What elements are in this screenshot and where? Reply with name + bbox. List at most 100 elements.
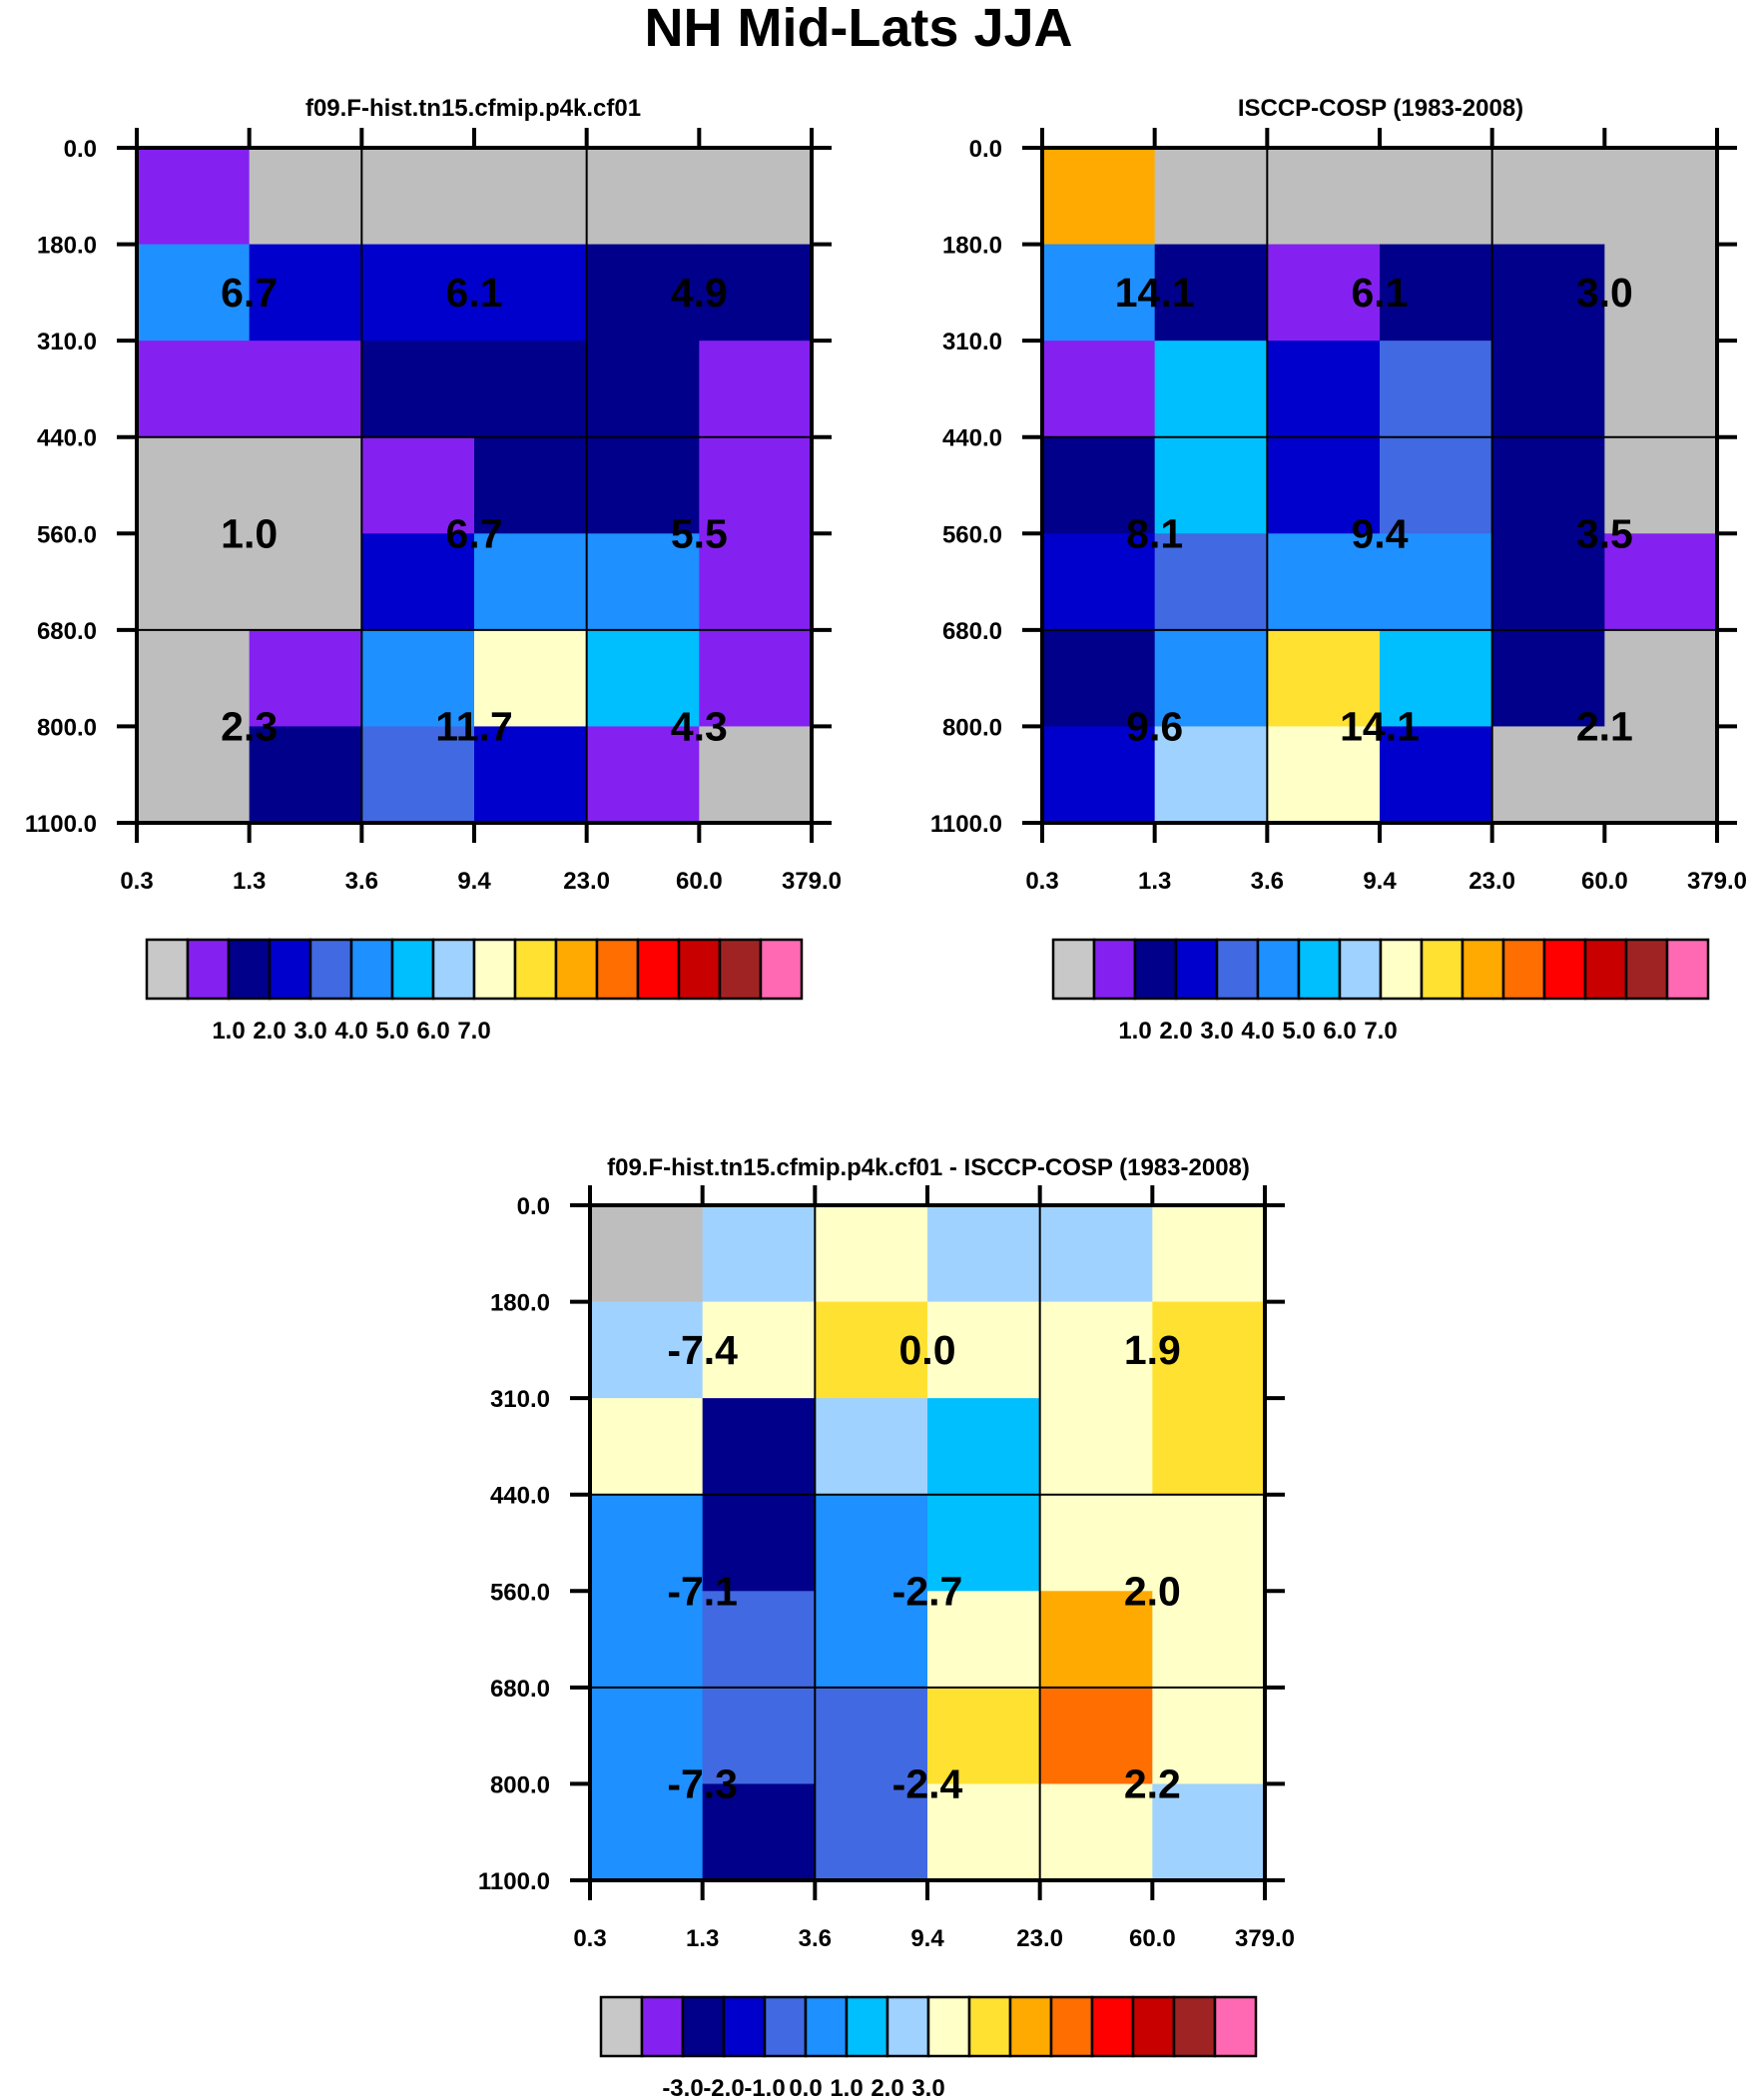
colorbar-label: 2.0 [253,1018,286,1045]
heatmap-cell [474,629,588,728]
heatmap-cell [249,629,362,728]
x-tick-label: 379.0 [1235,1925,1295,1952]
value-label: 0.0 [899,1327,956,1373]
colorbar-box [763,1995,808,2058]
heatmap-cell [1154,148,1268,246]
y-tick-label: 310.0 [490,1386,550,1413]
x-tick-label: 1.3 [1138,868,1171,895]
heatmap-cell [815,1205,928,1303]
heatmap-cell [1154,533,1268,631]
colorbar-box [1256,938,1301,1001]
y-tick-label: 560.0 [490,1579,550,1606]
y-tick-label: 680.0 [942,618,1002,645]
colorbar-box [1297,938,1342,1001]
colorbar-label: 2.0 [871,2075,903,2100]
panel-1: 0.3 1.3 3.6 9.4 23.0 60.0 379.0 0.0 180.0 310.0 44… [25,128,842,1045]
colorbar-box [349,938,394,1001]
heatmap-cell [702,1301,816,1399]
heatmap-cell [1152,1783,1266,1881]
colorbar-box [308,938,353,1001]
x-tick-label: 9.4 [1363,868,1397,895]
colorbar-label: 0.0 [789,2075,822,2100]
heatmap-cell [1380,341,1493,438]
y-tick-label: 680.0 [490,1676,550,1703]
heatmap-cell [699,533,813,631]
heatmap-cell [699,726,813,824]
y-tick-label: 440.0 [37,425,97,452]
heatmap-cell [702,1205,816,1303]
colorbar-label: 4.0 [334,1018,367,1045]
panel-2: 0.3 1.3 3.6 9.4 23.0 60.0 379.0 0.0 180.0 310.0 44… [930,128,1747,1045]
colorbar-box [681,1995,726,2058]
colorbar-box [1174,938,1219,1001]
colorbar-box [1008,1995,1053,2058]
colorbar-label: 6.0 [1323,1018,1356,1045]
heatmap-cell [249,533,362,631]
heatmap-cell [1491,341,1605,438]
colorbar-box [926,1995,971,2058]
heatmap-cell [137,533,251,631]
colorbar-box [1092,938,1137,1001]
colorbar-box [554,938,599,1001]
colorbar-label: 2.0 [1159,1018,1192,1045]
x-tick-label: 379.0 [1687,868,1747,895]
heatmap-cell [137,341,251,438]
heatmap-cell [927,1687,1041,1785]
heatmap-cell [1042,244,1156,342]
colorbar-box [1172,1995,1217,2058]
heatmap-cell [1267,533,1381,631]
colorbar-box [1461,938,1505,1001]
heatmap-cell [1491,436,1605,534]
heatmap-cell [474,148,588,246]
heatmap-cell [1152,1205,1266,1303]
heatmap-cell [1154,629,1268,728]
heatmap-cell [361,726,475,824]
heatmap-cell [1267,148,1381,246]
colorbar-box [227,938,272,1001]
value-label: 11.7 [435,703,513,749]
heatmap-cell [1039,1687,1153,1785]
heatmap-cell [361,533,475,631]
colorbar-box [1215,938,1260,1001]
colorbar-label: -3.0 [662,2075,703,2100]
colorbar-box [967,1995,1012,2058]
colorbar-box [145,938,190,1001]
y-tick-label: 560.0 [37,521,97,548]
heatmap-cell [474,341,588,438]
heatmap-cell [590,1494,704,1592]
value-label: 2.3 [221,703,278,749]
heatmap-cell [1491,726,1605,824]
heatmap-cell [702,1591,816,1689]
colorbar-box [1338,938,1383,1001]
heatmap-cell [1154,436,1268,534]
colorbar-label: 3.0 [293,1018,326,1045]
colorbar-box [431,938,476,1001]
colorbar-box [1051,938,1096,1001]
heatmap-cell [1380,244,1493,342]
heatmap-cell [1267,436,1381,534]
x-tick-label: 23.0 [1016,1925,1063,1952]
y-tick-label: 310.0 [37,329,97,355]
heatmap-cell [586,244,700,342]
x-tick-label: 60.0 [676,868,723,895]
heatmap-cell [927,1205,1041,1303]
heatmap-cell [699,148,813,246]
panel-3-title: f09.F-hist.tn15.cfmip.p4k.cf01 - ISCCP-C… [607,1154,1250,1181]
heatmap-cell [1042,148,1156,246]
value-label: 1.9 [1124,1327,1181,1373]
heatmap-cell [1604,341,1718,438]
heatmap-cell [586,436,700,534]
colorbar-box [513,938,558,1001]
colorbar-box [1213,1995,1258,2058]
colorbar-box [1379,938,1424,1001]
heatmap-cell [590,1591,704,1689]
x-tick-label: 60.0 [1581,868,1628,895]
x-tick-label: 0.3 [573,1925,606,1952]
colorbar-label: 5.0 [1282,1018,1315,1045]
colorbar-label: 5.0 [375,1018,408,1045]
y-tick-label: 180.0 [490,1290,550,1317]
colorbar-box [759,938,804,1001]
y-tick-label: 560.0 [942,521,1002,548]
value-label: -7.1 [667,1568,738,1614]
heatmap-cell [137,436,251,534]
